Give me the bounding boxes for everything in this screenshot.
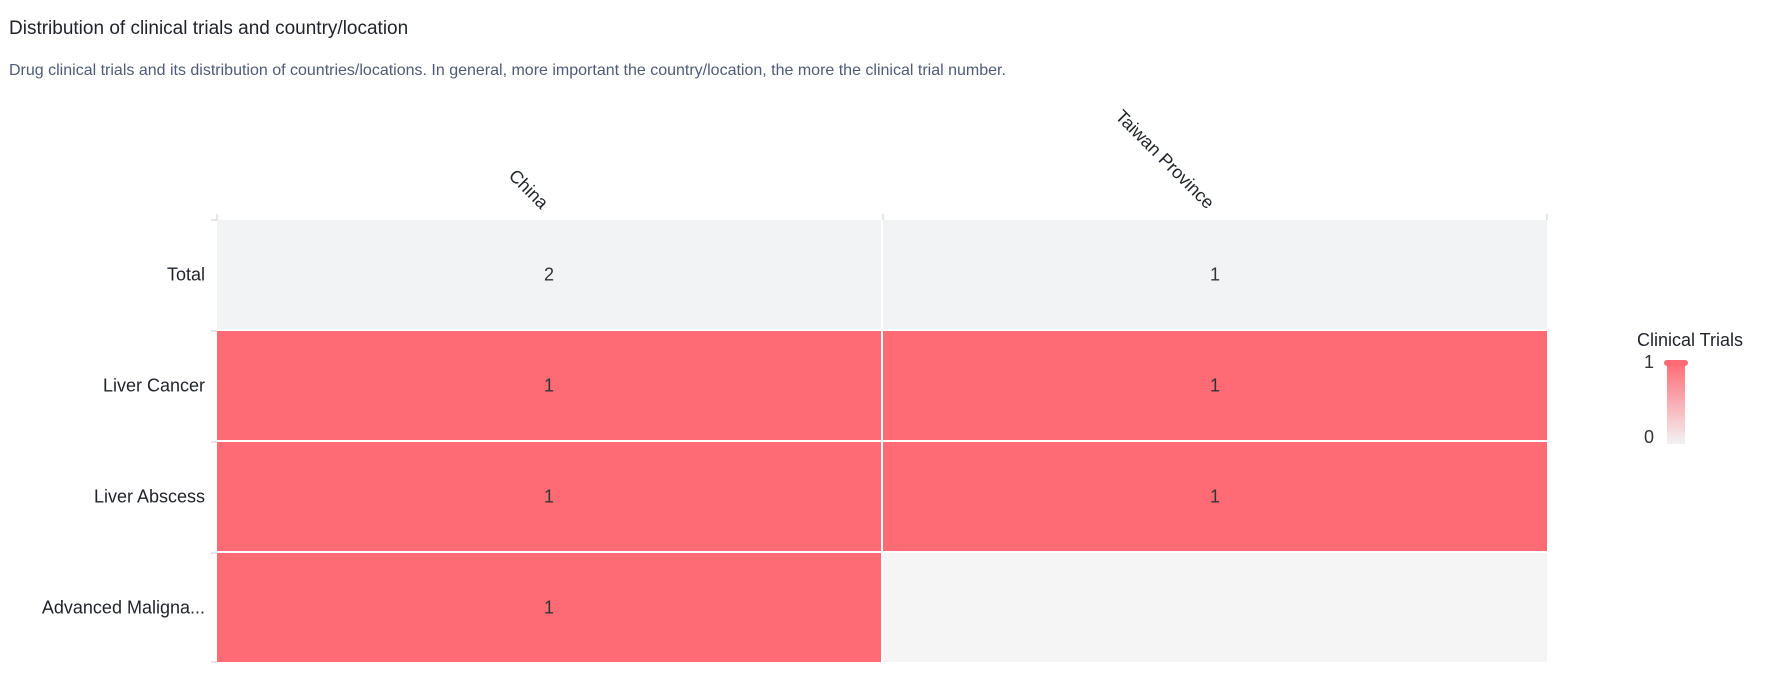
column-label: Taiwan Province [1111, 106, 1218, 213]
legend-min-label: 0 [1644, 427, 1654, 447]
legend-range-handle[interactable] [1664, 360, 1688, 366]
row-label: Liver Cancer [103, 376, 205, 396]
cell-value-label: 2 [544, 265, 554, 285]
cell-value-label: 1 [1210, 376, 1220, 396]
cell-value-label: 1 [1210, 487, 1220, 507]
legend-title: Clinical Trials [1637, 330, 1743, 350]
legend-gradient-bar [1667, 363, 1685, 444]
heatmap-cell[interactable] [883, 553, 1547, 662]
legend-max-label: 1 [1644, 352, 1654, 372]
cell-value-label: 1 [544, 376, 554, 396]
cell-value-label: 1 [544, 598, 554, 618]
cell-value-label: 1 [1210, 265, 1220, 285]
cell-value-label: 1 [544, 487, 554, 507]
row-label: Liver Abscess [94, 487, 205, 507]
column-label: China [505, 165, 553, 213]
row-label: Total [167, 265, 205, 285]
row-label: Advanced Maligna... [42, 598, 205, 618]
